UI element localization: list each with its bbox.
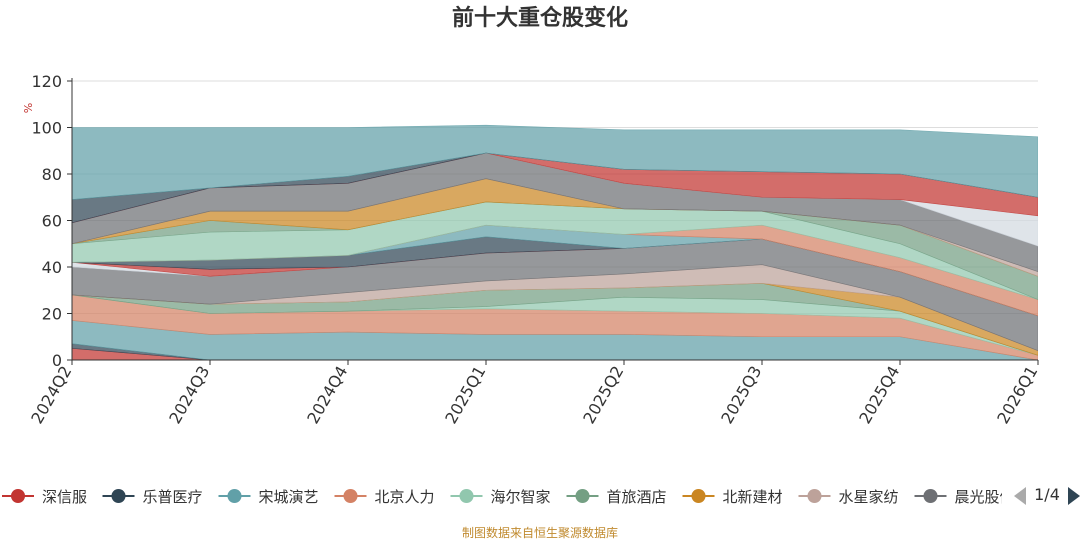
y-axis-unit: % [22, 103, 35, 113]
legend: 深信服 乐普医疗 宋城演艺 北京人力 海尔智家 首旅酒店 北新建材 水星家纺 晨光股份 [2, 488, 1015, 506]
x-tick-label-2: 2024Q4 [303, 363, 351, 427]
legend-item-6[interactable]: 北新建材 [682, 488, 783, 506]
legend-item-0[interactable]: 深信服 [2, 488, 87, 506]
legend-label: 晨光股份 [955, 488, 1015, 506]
legend-marker-icon [227, 489, 242, 503]
x-tick-label-6: 2025Q4 [855, 363, 903, 427]
legend-marker-icon [459, 489, 474, 503]
area-series-group [72, 124, 1038, 361]
legend-label: 深信服 [42, 488, 87, 506]
triangle-left-icon[interactable] [1014, 487, 1026, 505]
legend-marker-icon [575, 489, 590, 503]
legend-label: 北新建材 [723, 488, 783, 506]
legend-marker-icon [11, 489, 25, 503]
legend-item-5[interactable]: 首旅酒店 [566, 488, 667, 506]
x-tick-label-5: 2025Q3 [717, 363, 765, 427]
x-tick-label-7: 2026Q1 [993, 363, 1041, 427]
legend-marker-icon [807, 489, 822, 503]
legend-label: 宋城演艺 [259, 488, 319, 506]
x-tick-label-4: 2025Q2 [579, 363, 627, 427]
triangle-right-icon[interactable] [1068, 487, 1080, 505]
legend-item-7[interactable]: 水星家纺 [798, 488, 899, 506]
legend-marker-icon [111, 489, 126, 503]
legend-item-3[interactable]: 北京人力 [334, 488, 435, 506]
legend-label: 首旅酒店 [607, 488, 667, 506]
legend-item-2[interactable]: 宋城演艺 [218, 488, 319, 506]
legend-marker-icon [691, 489, 706, 503]
legend-item-4[interactable]: 海尔智家 [450, 488, 551, 506]
chart-title: 前十大重仓股变化 [452, 5, 628, 31]
area-series-22 [72, 124, 1038, 200]
data-source-footer: 制图数据来自恒生聚源数据库 [462, 525, 618, 540]
legend-item-1[interactable]: 乐普医疗 [102, 488, 203, 506]
y-tick-labels: 0 20 40 60 80 100 120 [31, 72, 72, 370]
legend-pager: 1/4 [1014, 485, 1080, 505]
legend-page-indicator: 1/4 [1034, 485, 1060, 504]
y-tick-label-1: 20 [42, 305, 62, 324]
legend-label: 乐普医疗 [143, 488, 203, 506]
y-tick-label-4: 80 [42, 165, 62, 184]
legend-label: 北京人力 [375, 488, 435, 506]
y-tick-label-0: 0 [52, 351, 62, 370]
legend-marker-icon [923, 489, 938, 503]
legend-item-8[interactable]: 晨光股份 [914, 488, 1015, 506]
y-tick-label-6: 120 [31, 72, 62, 91]
legend-label: 海尔智家 [491, 488, 551, 506]
x-tick-labels: 2024Q2 2024Q3 2024Q4 2025Q1 2025Q2 2025Q3 2025… [27, 360, 1041, 427]
x-tick-label-3: 2025Q1 [441, 363, 489, 427]
y-tick-label-3: 60 [42, 212, 62, 231]
legend-label: 水星家纺 [839, 488, 899, 506]
y-tick-label-5: 100 [31, 119, 62, 138]
legend-marker-icon [343, 489, 358, 503]
y-tick-label-2: 40 [42, 258, 62, 277]
x-tick-label-0: 2024Q2 [27, 363, 75, 427]
x-tick-label-1: 2024Q3 [165, 363, 213, 427]
